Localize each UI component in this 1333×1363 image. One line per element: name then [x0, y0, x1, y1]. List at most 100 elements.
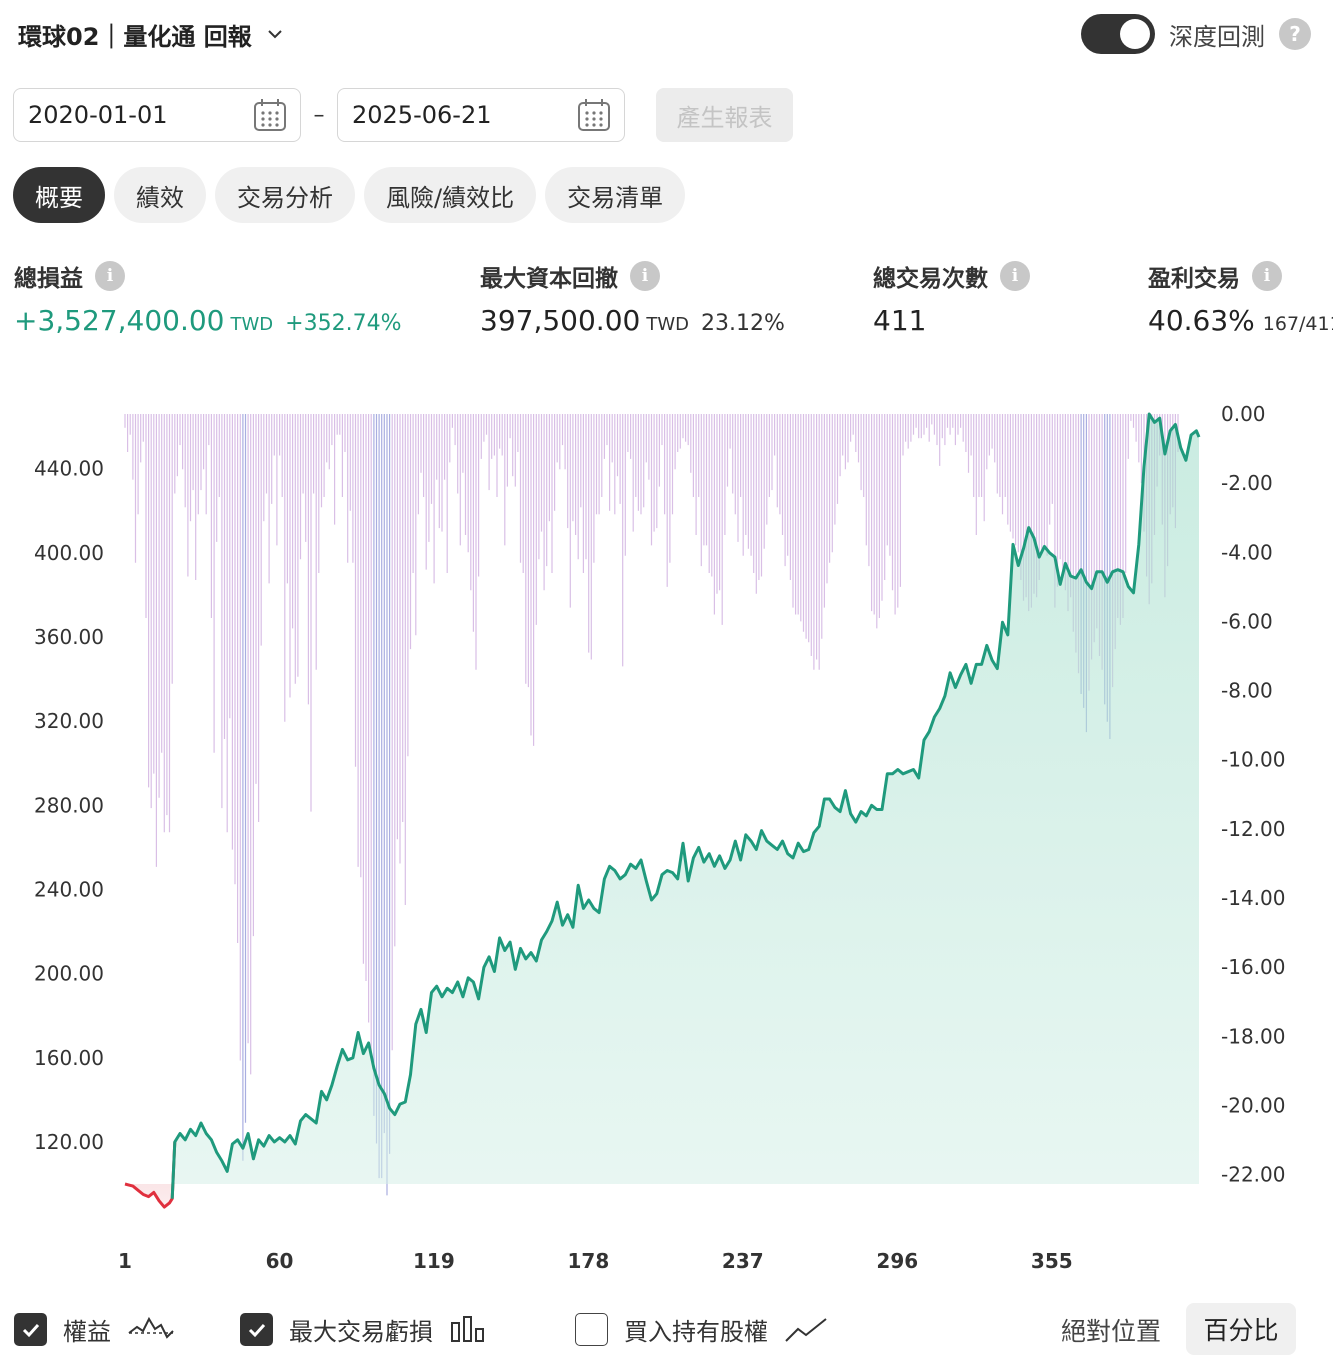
legend-buy-hold[interactable]: 買入持有股權 [575, 1312, 828, 1347]
tab-overview[interactable]: 概要 [13, 167, 105, 223]
left-tick-label: 320.00 [34, 709, 104, 733]
right-tick-label: -20.00 [1221, 1094, 1285, 1118]
deep-backtest-control: 深度回測 ? [1081, 14, 1311, 54]
right-tick-label: -10.00 [1221, 748, 1285, 772]
strategy-title[interactable]: 環球02｜量化通 回報 [18, 22, 252, 51]
stat-label: 盈利交易 [1148, 266, 1240, 292]
equity-chart[interactable]: 440.00 400.00 360.00 320.00 280.00 240.00 200.… [0, 396, 1333, 1286]
buy-hold-checkbox[interactable] [575, 1313, 608, 1346]
right-tick-label: -12.00 [1221, 817, 1285, 841]
generate-report-button[interactable]: 產生報表 [656, 88, 793, 142]
right-tick-label: -8.00 [1221, 679, 1273, 703]
x-tick-label: 60 [266, 1249, 294, 1273]
chart-legend: 權益 最大交易虧損 買入持有股權 絕對位置 百分比 [0, 1300, 1333, 1360]
percent-button[interactable]: 百分比 [1186, 1303, 1296, 1355]
equity-checkbox[interactable] [14, 1313, 47, 1346]
help-icon[interactable]: ? [1279, 18, 1311, 50]
chevron-down-icon[interactable] [266, 25, 284, 43]
tab-trade-analysis[interactable]: 交易分析 [215, 167, 355, 223]
deep-backtest-label: 深度回測 [1169, 22, 1265, 51]
left-tick-label: 440.00 [34, 457, 104, 481]
check-icon [248, 1323, 265, 1337]
x-tick-label: 355 [1031, 1249, 1073, 1273]
x-axis: 1 60 119 178 237 296 355 [118, 1249, 1073, 1273]
start-date-value: 2020-01-01 [28, 101, 168, 129]
max-drawdown-pct: 23.12% [700, 311, 785, 336]
right-tick-label: -22.00 [1221, 1163, 1285, 1187]
left-tick-label: 200.00 [34, 962, 104, 986]
date-range: 2020-01-01 – 2025-06-21 產生報表 [13, 88, 793, 142]
equity-line [170, 412, 1201, 1199]
win-trades-count: 167/411 [1262, 313, 1333, 335]
date-separator: – [313, 102, 325, 128]
total-pnl-value: +3,527,400.00 [14, 304, 225, 337]
summary-stats: 總損益 i +3,527,400.00 TWD +352.74% 最大資本回撤 … [0, 256, 1333, 346]
stat-label: 最大資本回撤 [480, 266, 618, 292]
x-tick-label: 296 [876, 1249, 918, 1273]
win-trades-pct: 40.63% [1148, 304, 1255, 337]
right-tick-label: -2.00 [1221, 471, 1273, 495]
right-tick-label: -18.00 [1221, 1024, 1285, 1048]
report-tabs: 概要 績效 交易分析 風險/績效比 交易清單 [13, 167, 686, 223]
equity-series [124, 412, 1201, 1209]
check-icon [22, 1323, 39, 1337]
max-drawdown-unit: TWD [646, 314, 689, 335]
calendar-icon[interactable] [576, 97, 612, 133]
left-tick-label: 280.00 [34, 793, 104, 817]
equity-loss-line [124, 1141, 177, 1209]
total-pnl-unit: TWD [230, 314, 274, 335]
left-tick-label: 240.00 [34, 878, 104, 902]
tab-risk-ratio[interactable]: 風險/績效比 [364, 167, 537, 223]
total-pnl-pct: +352.74% [285, 311, 402, 336]
right-tick-label: -6.00 [1221, 609, 1273, 633]
calendar-icon[interactable] [252, 97, 288, 133]
deep-backtest-toggle[interactable] [1081, 14, 1155, 54]
stat-total-trades: 總交易次數 i 411 [873, 256, 1030, 337]
left-tick-label: 400.00 [34, 541, 104, 565]
right-axis: 0.00 -2.00 -4.00 -6.00 -8.00 -10.00 -12.00 -14.… [1221, 402, 1285, 1187]
stat-label: 總交易次數 [873, 266, 988, 292]
legend-equity[interactable]: 權益 [14, 1312, 175, 1347]
equity-line-icon [128, 1316, 174, 1339]
info-icon[interactable]: i [95, 261, 125, 291]
x-tick-label: 1 [118, 1249, 132, 1273]
right-tick-label: -16.00 [1221, 955, 1285, 979]
total-trades-value: 411 [873, 304, 927, 337]
equity-loss-area [125, 1141, 175, 1208]
x-tick-label: 178 [568, 1249, 610, 1273]
right-tick-label: 0.00 [1221, 402, 1266, 426]
x-tick-label: 237 [722, 1249, 764, 1273]
bar-chart-icon [451, 1315, 484, 1342]
max-trade-loss-checkbox[interactable] [240, 1313, 273, 1346]
toggle-knob [1120, 19, 1150, 49]
legend-equity-label: 權益 [63, 1318, 111, 1346]
stat-total-pnl: 總損益 i +3,527,400.00 TWD +352.74% [14, 256, 401, 337]
legend-max-trade-loss[interactable]: 最大交易虧損 [240, 1312, 489, 1347]
left-tick-label: 160.00 [34, 1046, 104, 1070]
trend-line-icon [785, 1317, 827, 1342]
left-tick-label: 360.00 [34, 625, 104, 649]
legend-buy-hold-label: 買入持有股權 [624, 1318, 768, 1346]
info-icon[interactable]: i [1252, 261, 1282, 291]
x-tick-label: 119 [413, 1249, 455, 1273]
stat-win-trades: 盈利交易 i 40.63% 167/411 [1148, 256, 1333, 337]
tab-performance[interactable]: 績效 [114, 167, 206, 223]
left-tick-label: 120.00 [34, 1130, 104, 1154]
stat-label: 總損益 [14, 266, 83, 292]
equity-area [172, 414, 1200, 1199]
tab-trade-list[interactable]: 交易清單 [545, 167, 686, 223]
info-icon[interactable]: i [630, 261, 660, 291]
absolute-position-button[interactable]: 絕對位置 [1060, 1317, 1161, 1346]
right-tick-label: -4.00 [1221, 540, 1273, 564]
max-drawdown-value: 397,500.00 [480, 304, 641, 337]
end-date-value: 2025-06-21 [352, 101, 492, 129]
left-axis: 440.00 400.00 360.00 320.00 280.00 240.00 200.… [34, 457, 104, 1154]
drawdown-bars [124, 414, 1179, 1196]
start-date-input[interactable]: 2020-01-01 [13, 88, 301, 142]
right-tick-label: -14.00 [1221, 886, 1285, 910]
info-icon[interactable]: i [1000, 261, 1030, 291]
legend-max-trade-loss-label: 最大交易虧損 [289, 1318, 433, 1346]
header[interactable]: 環球02｜量化通 回報 [18, 14, 284, 54]
stat-max-drawdown: 最大資本回撤 i 397,500.00 TWD 23.12% [480, 256, 785, 337]
end-date-input[interactable]: 2025-06-21 [337, 88, 625, 142]
